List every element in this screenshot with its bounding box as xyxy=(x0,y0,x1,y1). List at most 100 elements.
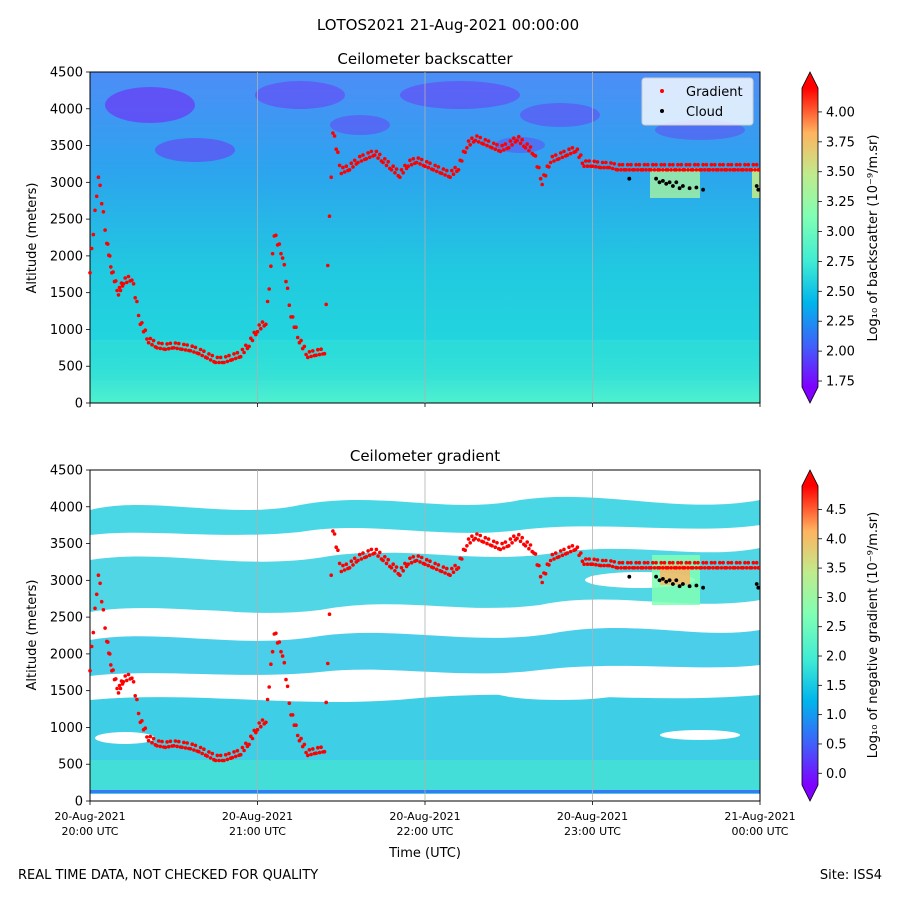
gradient-point xyxy=(582,562,586,566)
site-label: Site: ISS4 xyxy=(819,868,882,883)
gradient-point xyxy=(94,592,99,597)
gradient-point xyxy=(163,745,168,750)
gradient-point xyxy=(285,684,290,689)
gradient-point xyxy=(374,149,379,154)
gradient-point xyxy=(223,753,228,757)
gradient-point xyxy=(527,546,531,551)
gradient-point xyxy=(419,555,424,560)
gradient-point xyxy=(646,560,650,565)
gradient-point xyxy=(287,303,292,308)
gradient-point xyxy=(158,744,163,749)
gradient-point xyxy=(580,161,585,165)
gradient-point xyxy=(486,537,491,541)
gradient-point xyxy=(587,557,591,561)
gradient-point xyxy=(347,168,352,172)
gradient-point xyxy=(135,299,139,304)
gradient-point xyxy=(367,155,372,160)
gradient-point xyxy=(101,210,106,214)
gradient-point xyxy=(282,660,287,665)
gradient-point xyxy=(468,541,473,545)
gradient-point xyxy=(718,162,722,167)
gradient-point xyxy=(676,560,680,565)
gradient-point xyxy=(311,747,315,751)
gradient-point xyxy=(671,162,675,167)
gradient-point xyxy=(88,669,92,673)
gradient-point xyxy=(351,563,355,567)
gradient-point xyxy=(378,152,382,157)
gradient-point xyxy=(560,155,565,160)
gradient-point xyxy=(372,551,377,555)
gradient-point xyxy=(279,649,283,654)
gradient-point xyxy=(327,214,332,218)
gradient-point xyxy=(498,547,503,552)
gradient-point xyxy=(408,556,412,561)
gradient-point xyxy=(713,560,717,565)
gradient-point xyxy=(503,540,508,544)
gradient-point xyxy=(126,672,131,677)
colorbar-tick-label: 3.50 xyxy=(826,165,855,180)
gradient-point xyxy=(552,557,556,561)
gradient-point xyxy=(491,539,496,544)
gradient-point xyxy=(399,566,404,570)
gradient-point xyxy=(257,721,262,725)
gradient-point xyxy=(707,168,712,172)
gradient-point xyxy=(238,354,243,359)
gradient-point xyxy=(466,139,471,143)
gradient-point xyxy=(707,566,712,570)
gradient-point xyxy=(125,280,129,285)
gradient-point xyxy=(575,545,580,549)
cloud-point xyxy=(671,582,675,586)
gradient-point xyxy=(205,356,209,360)
gradient-point xyxy=(123,276,127,280)
gradient-point xyxy=(699,168,704,172)
gradient-point xyxy=(168,739,173,744)
gradient-point xyxy=(341,563,345,568)
gradient-point xyxy=(250,338,255,343)
gradient-point xyxy=(669,566,673,570)
gradient-point xyxy=(433,163,437,168)
x-tick-date: 20-Aug-2021 xyxy=(222,810,293,823)
gradient-point xyxy=(440,569,444,574)
gradient-point xyxy=(713,162,717,167)
gradient-point xyxy=(657,566,662,570)
gradient-point xyxy=(295,733,300,738)
gradient-point xyxy=(602,165,606,170)
gradient-point xyxy=(324,700,329,705)
cloud-point xyxy=(661,179,665,183)
gradient-point xyxy=(719,168,724,172)
gradient-point xyxy=(235,748,240,753)
cloud-point xyxy=(681,582,685,586)
gradient-point xyxy=(156,739,161,743)
cloud-point xyxy=(664,181,669,186)
gradient-point xyxy=(702,168,707,172)
gradient-point xyxy=(326,263,330,268)
gradient-point xyxy=(198,347,203,352)
gradient-point xyxy=(342,170,347,174)
gradient-point xyxy=(96,175,101,179)
y-tick-label: 4500 xyxy=(50,464,83,479)
gradient-point xyxy=(150,740,154,745)
gradient-point xyxy=(322,749,327,754)
gradient-point xyxy=(428,559,432,563)
gradient-point xyxy=(709,162,714,167)
cloud-point xyxy=(674,578,679,583)
gradient-point xyxy=(270,251,275,256)
gradient-point xyxy=(473,138,478,143)
gradient-point xyxy=(634,560,638,565)
cloud-point xyxy=(677,186,682,191)
gradient-point xyxy=(165,740,169,744)
gradient-point xyxy=(434,567,439,572)
gradient-point xyxy=(599,563,603,568)
backscatter-y-axis: 0 500 1000 1500 2000 2500 3000 3500 4000 4500 xyxy=(50,66,90,412)
gradient-point xyxy=(101,608,106,612)
gradient-point xyxy=(369,149,374,154)
gradient-point xyxy=(632,566,637,570)
colorbar-tick-label: 2.5 xyxy=(826,620,847,635)
gradient-point xyxy=(518,539,523,544)
gradient-point xyxy=(106,242,110,246)
gradient-point xyxy=(666,566,670,570)
gradient-point xyxy=(352,556,357,561)
gradient-point xyxy=(374,547,379,552)
gradient-point xyxy=(575,147,580,151)
gradient-point xyxy=(202,747,206,751)
